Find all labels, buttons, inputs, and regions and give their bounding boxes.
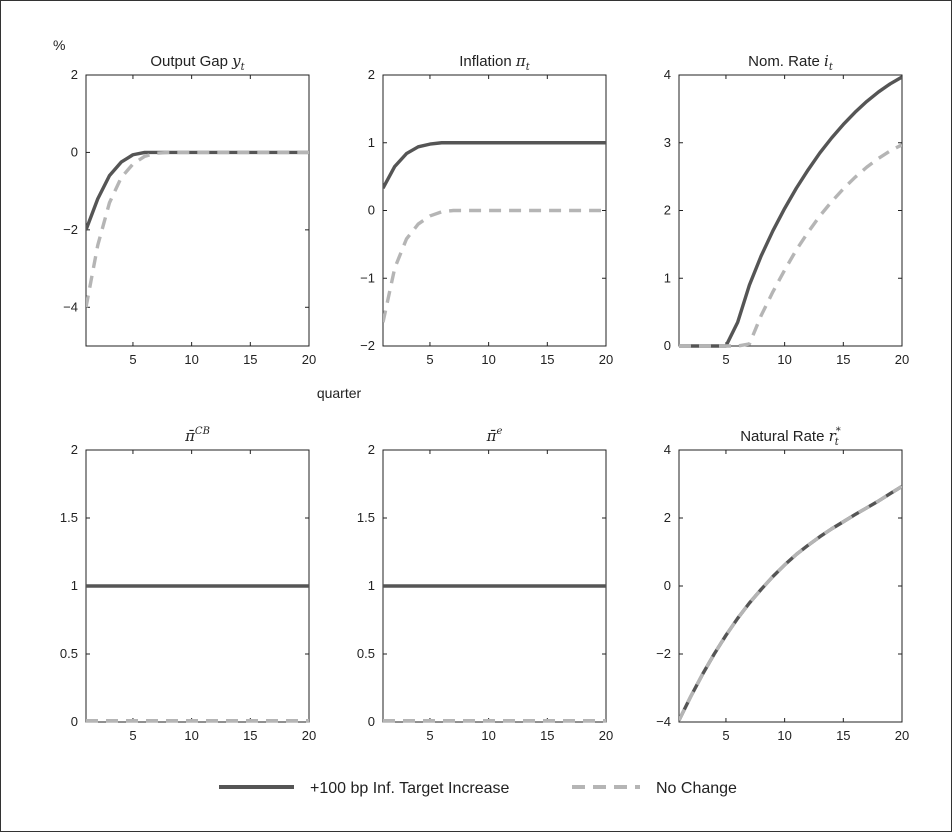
x-tick-label: 20 xyxy=(599,352,613,367)
y-tick-label: −2 xyxy=(63,222,78,237)
y-tick-label: 3 xyxy=(664,135,671,150)
panel-title-subscript: t xyxy=(241,62,246,73)
y-tick-label: −2 xyxy=(656,646,671,661)
panel-3: 0 1 2 3 4 5 10 15 20 Nom. Rate it xyxy=(664,52,909,367)
series-line-no-change xyxy=(86,150,309,308)
panel-title-text: Inflation xyxy=(459,53,516,70)
x-tick-label: 5 xyxy=(129,352,136,367)
axes-box xyxy=(85,74,310,347)
y-tick-label: 1 xyxy=(368,135,375,150)
x-tick-label: 15 xyxy=(836,728,850,743)
y-tick-label: 1.5 xyxy=(357,510,375,525)
panel-title-symbol: π̄ xyxy=(486,427,498,445)
panel-title: Inflation πt xyxy=(459,52,531,73)
panel-title: Natural Rate r* t xyxy=(740,426,841,448)
panel-title-symbol: r xyxy=(829,427,837,445)
panel-title-subscript: t xyxy=(829,62,834,73)
panel-title-text: Natural Rate xyxy=(740,428,828,445)
x-tick-label: 20 xyxy=(302,352,316,367)
unit-label: % xyxy=(53,37,65,53)
legend-label-target-increase: +100 bp Inf. Target Increase xyxy=(310,780,510,797)
panel-title-symbol: π xyxy=(515,52,527,70)
y-tick-label: 0 xyxy=(368,714,375,729)
x-tick-label: 20 xyxy=(302,728,316,743)
y-tick-label: 1.5 xyxy=(60,510,78,525)
y-tick-label: 1 xyxy=(368,578,375,593)
panel-title-superscript: CB xyxy=(195,426,210,437)
panel-title-symbol: y xyxy=(231,52,241,70)
panel-2: −2 −1 0 1 2 5 10 15 20 Inflation πt xyxy=(360,52,613,367)
series-line-target-increase xyxy=(383,141,606,189)
x-tick-label: 10 xyxy=(481,728,495,743)
y-tick-label: 1 xyxy=(664,270,671,285)
x-tick-label: 5 xyxy=(129,728,136,743)
panel-title: π̄CB xyxy=(184,426,210,445)
panel-title-subscript: t xyxy=(526,62,531,73)
panel-5: 0 0.5 1 1.5 2 5 10 15 20 π̄e xyxy=(357,426,613,743)
x-tick-label: 15 xyxy=(540,728,554,743)
series-line-target-increase xyxy=(679,75,902,348)
panel-title-symbol: π̄ xyxy=(184,427,196,445)
x-tick-label: 15 xyxy=(540,352,554,367)
y-tick-label: 2 xyxy=(71,442,78,457)
y-tick-label: 0.5 xyxy=(60,646,78,661)
x-tick-label: 15 xyxy=(243,352,257,367)
y-tick-label: 2 xyxy=(71,67,78,82)
y-tick-label: 2 xyxy=(664,203,671,218)
panel-title-subscript: t xyxy=(835,437,840,448)
x-tick-label: 5 xyxy=(722,352,729,367)
y-tick-label: 0 xyxy=(664,338,671,353)
y-tick-label: 0 xyxy=(664,578,671,593)
panel-title-superscript: * xyxy=(836,426,841,437)
y-tick-label: 1 xyxy=(71,578,78,593)
x-tick-label: 15 xyxy=(836,352,850,367)
x-tick-label: 20 xyxy=(895,728,909,743)
y-tick-label: 0 xyxy=(368,203,375,218)
x-tick-label: 10 xyxy=(184,728,198,743)
x-tick-label: 5 xyxy=(722,728,729,743)
y-tick-label: 0 xyxy=(71,714,78,729)
legend: +100 bp Inf. Target Increase No Change xyxy=(219,780,737,797)
panel-title: Nom. Rate it xyxy=(748,52,834,73)
panel-title-symbol: i xyxy=(824,52,829,70)
x-tick-label: 20 xyxy=(599,728,613,743)
y-tick-label: −1 xyxy=(360,270,375,285)
panel-title: π̄e xyxy=(486,426,503,445)
y-tick-label: 0 xyxy=(71,144,78,159)
y-tick-label: 2 xyxy=(664,510,671,525)
x-tick-label: 5 xyxy=(426,728,433,743)
x-tick-label: 15 xyxy=(243,728,257,743)
y-tick-label: 2 xyxy=(368,67,375,82)
x-tick-label: 5 xyxy=(426,352,433,367)
y-tick-label: 4 xyxy=(664,67,671,82)
x-tick-label: 10 xyxy=(481,352,495,367)
y-tick-label: 0.5 xyxy=(357,646,375,661)
y-tick-label: 4 xyxy=(664,442,671,457)
series-line-no-change xyxy=(383,208,606,323)
x-tick-label: 20 xyxy=(895,352,909,367)
x-tick-label: 10 xyxy=(777,352,791,367)
panel-title-text: Nom. Rate xyxy=(748,53,824,70)
panel-6: −4 −2 0 2 4 5 10 15 20 Natural Rate r* t xyxy=(656,426,909,743)
y-tick-label: −4 xyxy=(63,299,78,314)
x-axis-label: quarter xyxy=(317,385,362,401)
series-line-no-change xyxy=(679,143,902,348)
series-line-no-change xyxy=(679,484,902,722)
panel-title: Output Gap yt xyxy=(150,52,245,73)
legend-label-no-change: No Change xyxy=(656,780,737,797)
panel-title-superscript: e xyxy=(496,426,502,437)
y-tick-label: −2 xyxy=(360,338,375,353)
panel-1: −4 −2 0 2 5 10 15 20 Output Gap yt xyxy=(63,52,316,367)
x-tick-label: 10 xyxy=(184,352,198,367)
x-tick-label: 10 xyxy=(777,728,791,743)
panel-4: 0 0.5 1 1.5 2 5 10 15 20 π̄CB xyxy=(60,426,316,743)
panel-title-text: Output Gap xyxy=(150,53,232,70)
y-tick-label: 2 xyxy=(368,442,375,457)
y-tick-label: −4 xyxy=(656,714,671,729)
